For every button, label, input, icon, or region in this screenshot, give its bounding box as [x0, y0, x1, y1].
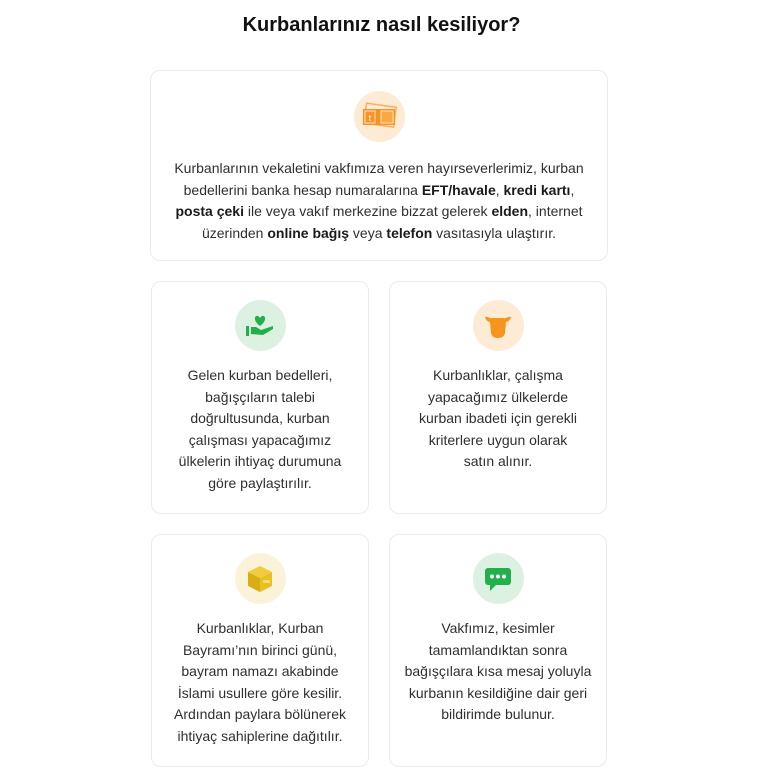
package-box-icon: [234, 553, 286, 604]
text-segment: ,: [570, 181, 575, 198]
step-description: Vakfımız, kesimler tamamlandıktan sonra …: [404, 618, 592, 726]
emphasis-text: posta çeki: [175, 203, 244, 219]
step-card-distribution: Gelen kurban bedelleri, bağışçıların tal…: [151, 281, 369, 514]
text-segment: ile veya vakıf merkezine bizzat gelerek: [243, 203, 492, 219]
step-description: Kurbanlarının vekaletini vakfımıza veren…: [171, 158, 587, 244]
step-card-slaughter: Kurbanlıklar, Kurban Bayramı’nın birinci…: [151, 534, 369, 767]
step-description: Gelen kurban bedelleri, bağışçıların tal…: [174, 365, 346, 494]
page-title: Kurbanlarınız nasıl kesiliyor?: [242, 14, 521, 36]
emphasis-text: telefon: [386, 224, 433, 241]
text-segment: Kurbanlarının vekaletini vakfımıza veren…: [174, 160, 584, 198]
text-segment: Gelen kurban bedelleri, bağışçıların tal…: [178, 367, 342, 491]
step-card-purchase: Kurbanlıklar, çalışma yapacağımız ülkele…: [389, 281, 607, 514]
text-segment: Kurbanlıklar, çalışma yapacağımız ülkele…: [419, 367, 577, 469]
emphasis-text: kredi kartı: [503, 181, 571, 198]
step-card-notification: Vakfımız, kesimler tamamlandıktan sonra …: [389, 534, 607, 767]
text-segment: vasıtasıyla ulaştırır.: [432, 224, 557, 241]
step-description: Kurbanlıklar, çalışma yapacağımız ülkele…: [412, 365, 584, 473]
svg-text:t: t: [369, 113, 372, 123]
text-segment: ,: [495, 181, 504, 198]
text-segment: Kurbanlıklar, Kurban Bayramı’nın birinci…: [173, 620, 346, 744]
step-card-payment: t Kurbanlarının vekaletini vakfımıza ver…: [150, 70, 608, 261]
chat-message-icon: [472, 553, 524, 604]
text-segment: veya: [349, 224, 387, 241]
text-segment: , internet üzerinden: [201, 203, 583, 241]
emphasis-text: EFT/havale: [421, 181, 496, 198]
emphasis-text: online bağış: [267, 224, 350, 241]
cow-head-icon: [472, 300, 524, 351]
text-segment: Vakfımız, kesimler tamamlandıktan sonra …: [404, 620, 592, 722]
hand-heart-icon: [234, 300, 286, 351]
emphasis-text: elden: [491, 203, 529, 219]
money-payment-icon: t: [353, 91, 405, 142]
step-description: Kurbanlıklar, Kurban Bayramı’nın birinci…: [166, 618, 354, 747]
